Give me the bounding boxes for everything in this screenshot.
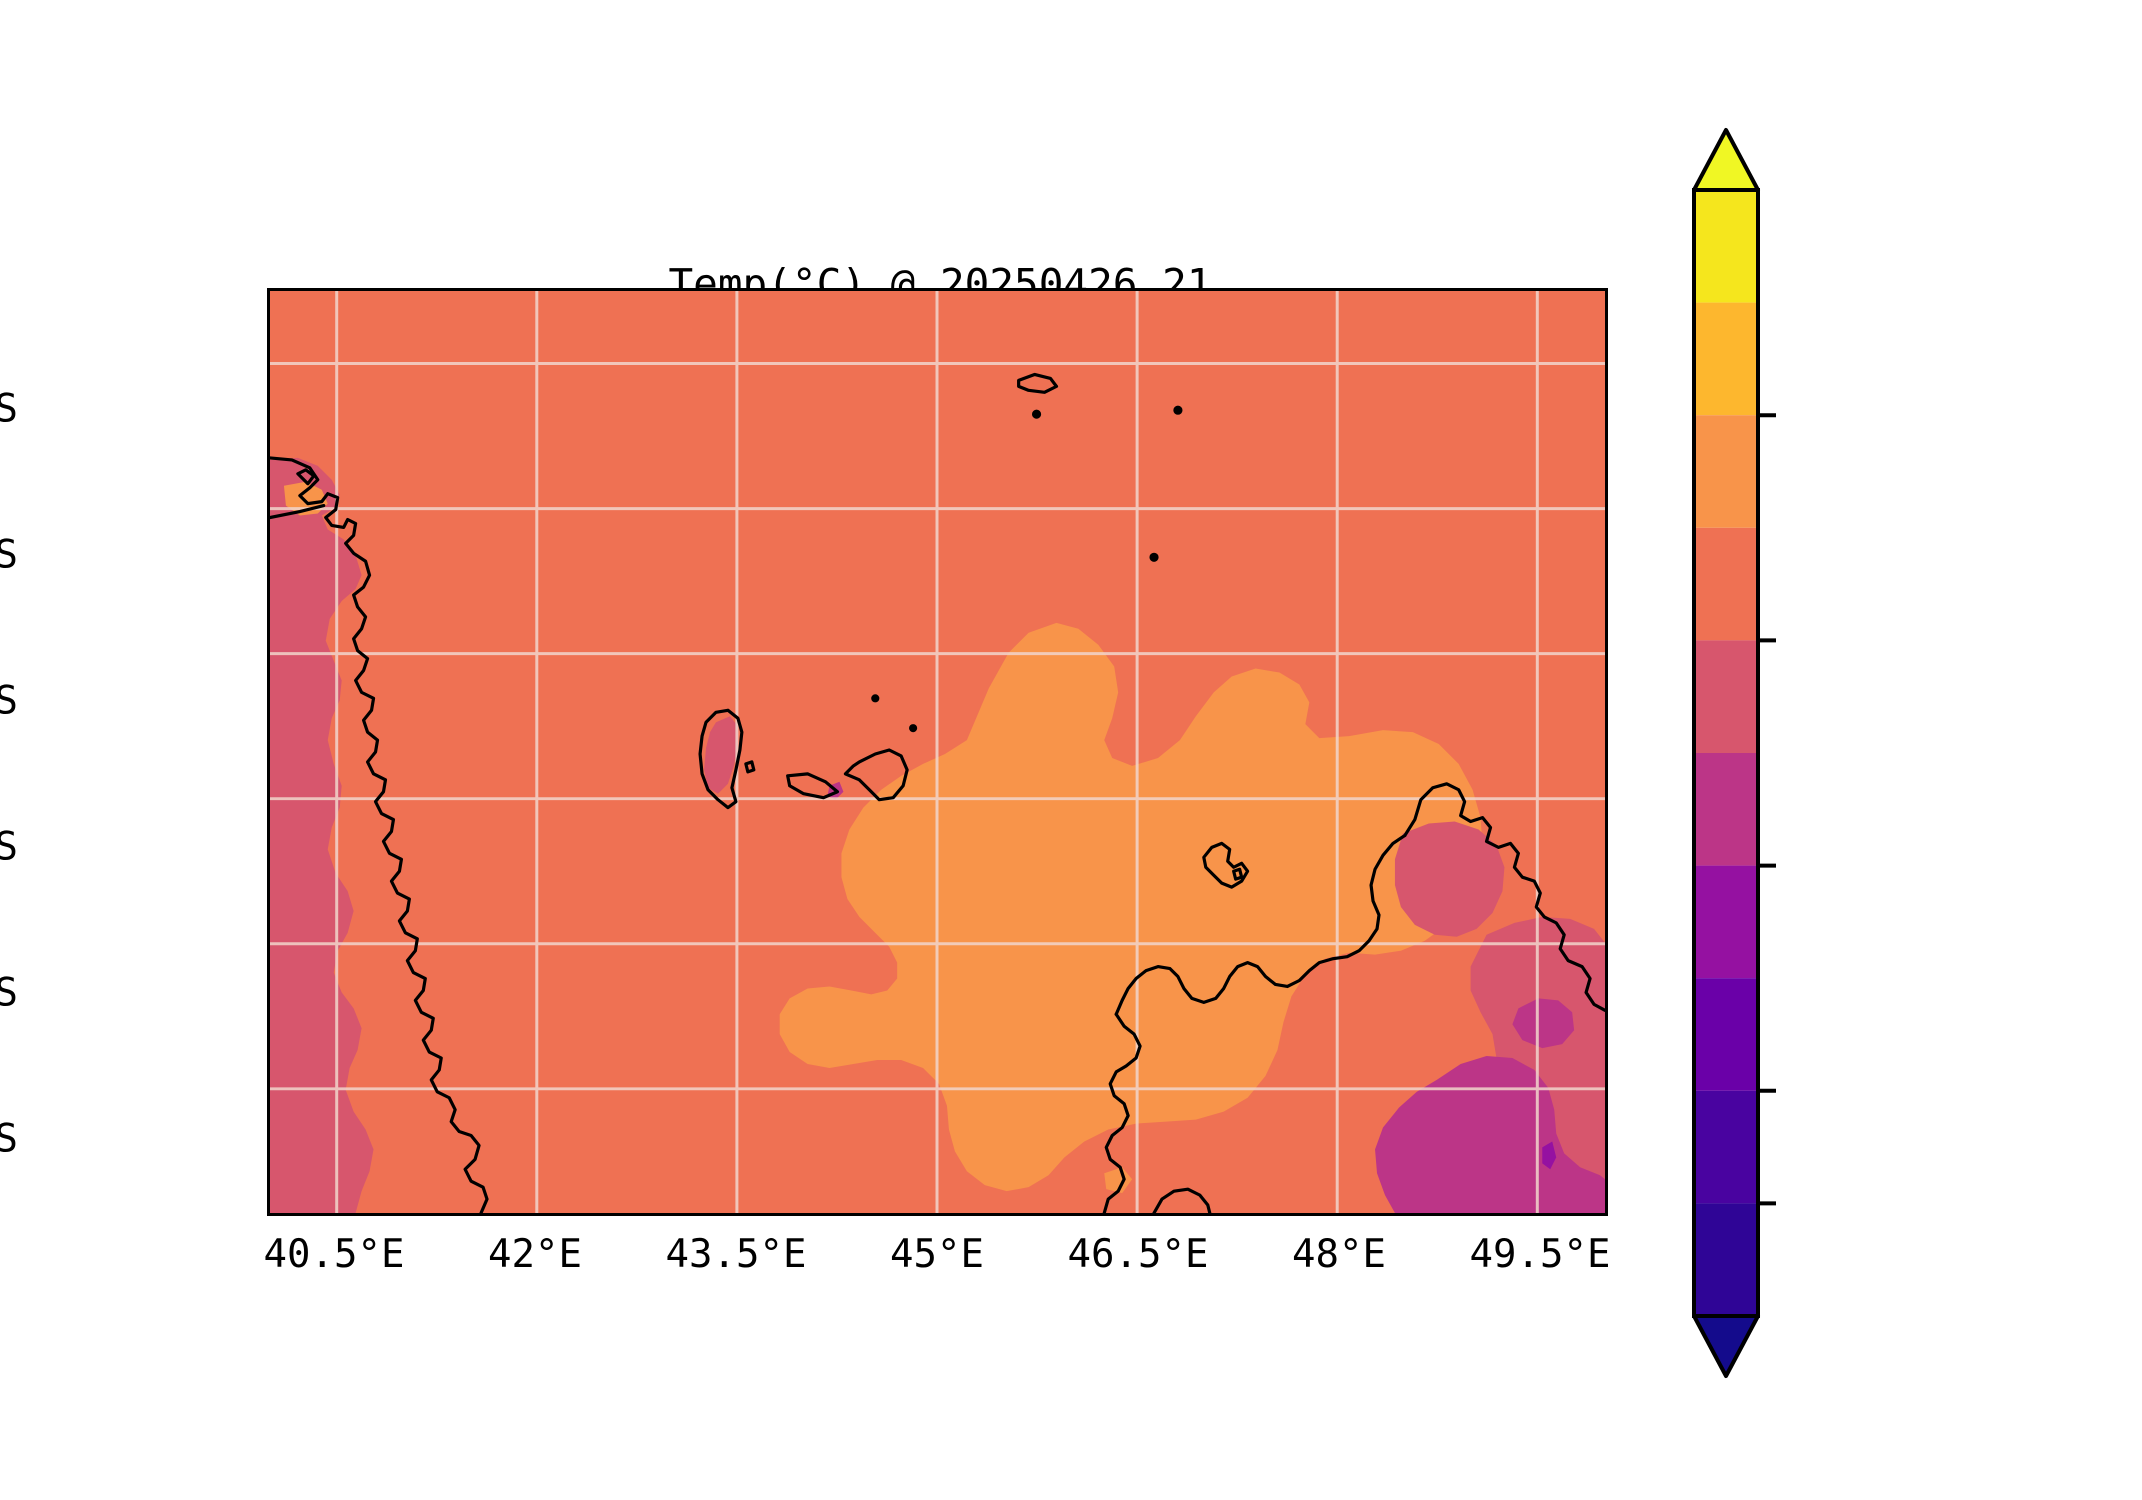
region-madagascar-highlands-15-20 [1375,1056,1605,1213]
colorbar-band-minus5-0 [1694,1203,1758,1316]
coastline-madagascar-northwest [1202,841,1250,889]
ytick-label-10s: 10°S [0,532,18,578]
colorbar-band-40-45 [1694,190,1758,303]
coastline-madagascar-west [1114,833,1407,1016]
coastlines [270,372,1605,1213]
coastline-mozambique [270,456,489,1213]
coastline-moheli [786,772,840,800]
colorbar-band-20-25 [1694,640,1758,753]
xtick-label-42e: 42°E [488,1232,582,1277]
region-peak-cell-10-15 [1542,1141,1557,1170]
colorbar-band-25-30 [1694,527,1758,641]
map-gridlines [270,291,1605,1213]
colorbar-under-arrow [1692,1314,1760,1378]
coastline-grande-comore [698,708,744,810]
ytick-label-9s: 9°S [0,386,18,432]
colorbar-graphic [1692,128,1776,1378]
coastline-madagascar-main [1403,782,1605,1012]
colorbar-ticks [1758,413,1776,1206]
colorbar-band-15-20 [1694,753,1758,866]
region-central-warm-pool-30-35 [779,622,1483,1192]
temperature-contour-map [270,291,1605,1213]
coastline-nosy-be [1232,867,1244,881]
coastline-islet-north-b [1031,409,1042,419]
coastline-anjouan [843,748,909,802]
colorbar-band-10-15 [1694,865,1758,979]
ytick-label-14s: 14°S [0,1116,18,1162]
colorbar-band-0-5 [1694,1090,1758,1204]
coastline-islet-west [871,694,880,703]
coastline-mozambique-inlet [270,504,326,520]
coastline-grande-comore-islet [744,760,756,774]
xtick-label-48e: 48°E [1292,1232,1386,1277]
map-axes [267,288,1608,1216]
colorbar-outline [1692,188,1760,1318]
colorbar[interactable]: 40 30 20 10 0 [1692,128,1776,1378]
ytick-label-12s: 12°S [0,824,18,870]
region-highlands-lobe-15-20 [1512,998,1575,1049]
region-warm-fragment-c-30-35 [1104,1167,1133,1194]
region-mozambique-20-25 [270,457,374,1213]
xtick-label-45e: 45°E [890,1232,984,1277]
coastline-islet-west-b [909,724,918,733]
xtick-label-465e: 46.5°E [1067,1232,1209,1277]
xtick-label-495e: 49.5°E [1469,1232,1611,1277]
coastline-islet-north-c [1173,405,1183,415]
colorbar-band-30-35 [1694,415,1758,528]
ytick-label-11s: 11°S [0,678,18,724]
coastline-mozambique-bay-north [296,468,316,486]
coastline-madagascar-southwest [1102,1012,1142,1213]
colorbar-band-35-40 [1694,302,1758,416]
xtick-label-435e: 43.5°E [665,1232,807,1277]
coastline-islet-north-a [1017,372,1059,394]
colorbar-band-5-10 [1694,978,1758,1091]
ytick-label-13s: 13°S [0,970,18,1016]
coastline-madagascar-south [1152,1187,1212,1213]
region-grande-comore-20-25 [704,716,738,794]
xtick-label-405e: 40.5°E [263,1232,405,1277]
coastline-islet-mid [1149,552,1159,562]
colorbar-over-arrow [1692,128,1760,192]
region-ne-madagascar-20-25 [1394,821,1505,937]
